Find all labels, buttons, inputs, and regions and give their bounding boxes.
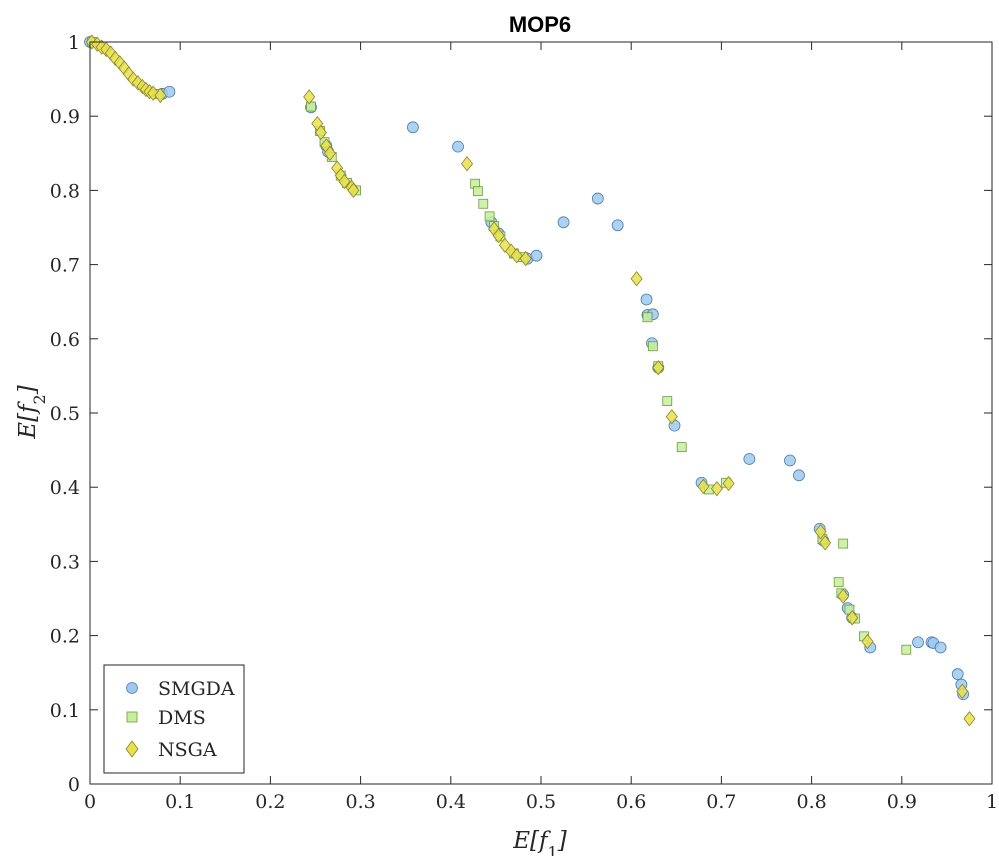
plot-frame (89, 41, 993, 785)
nsga-point (461, 156, 474, 172)
nsga-point (846, 610, 859, 626)
dms-point (838, 538, 849, 549)
nsga-point (722, 475, 735, 492)
nsga-point (338, 173, 351, 190)
smgda-point (912, 636, 924, 649)
smgda-point (407, 121, 419, 134)
nsga-point (652, 360, 665, 376)
legend-label-nsga: NSGA (158, 739, 217, 761)
y-tick-label: 0.4 (50, 477, 80, 499)
legend-label-smgda: SMGDA (158, 678, 235, 700)
dms-point (833, 577, 844, 588)
x-axis-ticks: 0 0.1 0.2 0.3 0.4 0.5 0.6 0.7 0.8 0.9 1 (84, 42, 998, 813)
nsga-point (814, 524, 827, 540)
dms-point (306, 101, 316, 112)
nsga-point (492, 228, 505, 244)
y-tick-label: 0.7 (50, 255, 80, 277)
x-tick-label: 0.6 (616, 791, 646, 813)
y-tick-label: 1 (68, 32, 80, 54)
x-tick-label: 0 (84, 791, 96, 813)
dms-point (484, 211, 495, 222)
y-tick-label: 0.6 (50, 329, 80, 351)
nsga-point (837, 588, 850, 604)
x-tick-label: 0.4 (436, 791, 466, 813)
nsga-point (347, 182, 360, 199)
dms-point (647, 341, 658, 352)
x-tick-label: 0.3 (345, 791, 375, 813)
nsga-point (819, 535, 832, 551)
x-tick-label: 0.1 (165, 791, 195, 813)
smgda-point (163, 85, 176, 98)
nsga-point (314, 124, 327, 141)
smgda-point (452, 140, 464, 153)
series-nsga (85, 34, 976, 727)
smgda-point (951, 668, 964, 681)
nsga-point (630, 271, 643, 287)
x-tick-label: 0.7 (706, 791, 736, 813)
dms-point (676, 442, 687, 453)
chart-title: MOP6 (509, 12, 571, 37)
nsga-point (154, 87, 167, 104)
nsga-point (697, 478, 710, 495)
dms-point (642, 312, 653, 323)
y-tick-label: 0.8 (50, 180, 80, 202)
x-tick-label: 0.5 (526, 791, 556, 813)
legend-label-dms: DMS (158, 707, 206, 729)
legend-marker-dms (126, 711, 138, 723)
series-smgda (84, 36, 970, 701)
x-tick-label: 0.8 (796, 791, 826, 813)
smgda-point (557, 216, 570, 229)
dms-point (901, 644, 912, 655)
smgda-point (611, 219, 624, 232)
nsga-point (963, 711, 976, 727)
y-tick-label: 0.9 (50, 106, 80, 128)
smgda-point (784, 454, 796, 467)
nsga-point (510, 248, 523, 264)
x-tick-label: 1 (986, 791, 998, 813)
nsga-point (303, 89, 316, 105)
nsga-point (710, 481, 723, 497)
smgda-point (640, 293, 653, 306)
series-dms (86, 37, 912, 655)
x-axis-label: E[f1] (512, 828, 566, 856)
y-tick-label: 0.2 (50, 626, 80, 648)
dms-point (662, 396, 673, 407)
smgda-point (591, 192, 604, 205)
y-axis-label: E[f2] (15, 385, 49, 439)
plot-area (84, 34, 976, 727)
dms-point (478, 198, 489, 209)
nsga-point (665, 409, 678, 425)
y-tick-label: 0.1 (50, 700, 80, 722)
smgda-point (793, 469, 805, 482)
y-tick-label: 0 (68, 774, 80, 796)
y-tick-label: 0.3 (50, 551, 80, 573)
x-tick-label: 0.9 (887, 791, 917, 813)
nsga-point (519, 251, 532, 267)
nsga-point (861, 633, 874, 650)
y-tick-label: 0.5 (50, 403, 80, 425)
dms-point (472, 186, 483, 197)
smgda-point (934, 641, 947, 654)
nsga-point (323, 145, 336, 161)
smgda-point (530, 249, 543, 262)
legend: SMGDA DMS NSGA (103, 664, 245, 774)
legend-marker-nsga (125, 740, 139, 758)
nsga-point (956, 683, 969, 699)
smgda-point (743, 453, 756, 465)
x-tick-label: 0.2 (255, 791, 285, 813)
y-axis-ticks: 0 0.1 0.2 0.3 0.4 0.5 0.6 0.7 0.8 0.9 1 (50, 32, 992, 796)
legend-marker-smgda (126, 682, 138, 694)
